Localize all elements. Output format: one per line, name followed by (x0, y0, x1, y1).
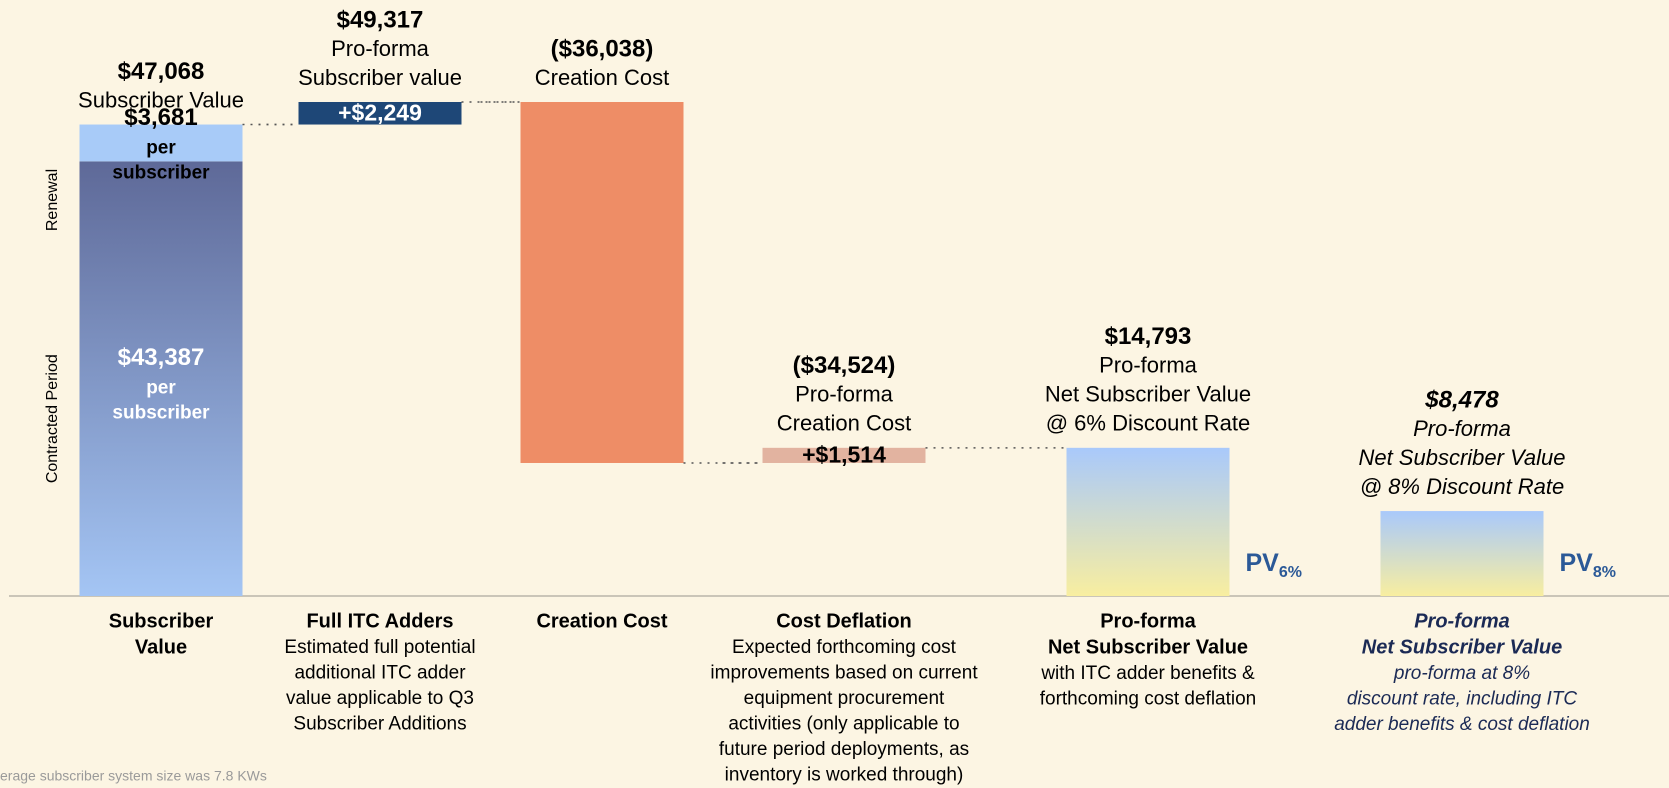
category-label: Value (135, 636, 187, 658)
category-label: Pro-forma (1100, 610, 1196, 632)
category-description: forthcoming cost deflation (1040, 689, 1257, 710)
header-value: ($34,524) (793, 352, 896, 379)
category-description: with ITC adder benefits & (1040, 663, 1255, 684)
category-label: Cost Deflation (776, 610, 912, 632)
header-caption: Subscriber value (298, 65, 462, 90)
header-caption: Creation Cost (777, 411, 912, 436)
pv-subscript: 6% (1279, 564, 1302, 581)
pv-text: PV (1246, 549, 1280, 577)
category-description: Subscriber Additions (293, 714, 466, 735)
category-description: discount rate, including ITC (1347, 689, 1578, 710)
bar-segment (79, 124, 243, 162)
category-label: Subscriber (109, 610, 214, 632)
footnote: erage subscriber system size was 7.8 KWs (0, 768, 267, 784)
header-value: $14,793 (1105, 323, 1192, 350)
pv-text: PV (1560, 549, 1594, 577)
category-description: pro-forma at 8% (1393, 663, 1530, 684)
bar-value-label: +$1,514 (802, 441, 886, 467)
header-caption: @ 8% Discount Rate (1360, 474, 1565, 499)
segment-value-label: $3,681 (124, 104, 197, 131)
pv-subscript: 8% (1593, 564, 1616, 581)
header-caption: Pro-forma (795, 382, 894, 407)
bar-segment (79, 161, 243, 597)
header-caption: @ 6% Discount Rate (1046, 411, 1251, 436)
header-value: $49,317 (337, 6, 424, 33)
header-caption: Creation Cost (535, 65, 670, 90)
category-description: future period deployments, as (719, 739, 969, 760)
segment-note: per (146, 378, 176, 399)
segment-note: per (146, 138, 176, 159)
segment-note: subscriber (112, 403, 210, 424)
category-description: activities (only applicable to (728, 714, 959, 735)
category-description: Expected forthcoming cost (732, 637, 957, 658)
bar (520, 102, 684, 463)
category-description: inventory is worked through) (725, 765, 964, 786)
category-description: additional ITC adder (294, 663, 466, 684)
segment-value-label: $43,387 (118, 344, 205, 371)
bar (1380, 511, 1544, 596)
bar (298, 102, 462, 125)
category-description: equipment procurement (744, 688, 945, 709)
pv-label: PV8% (1560, 549, 1616, 582)
category-description: value applicable to Q3 (286, 688, 474, 709)
category-label: Pro-forma (1414, 610, 1510, 632)
category-description: Estimated full potential (284, 637, 475, 658)
segment-name: Renewal (44, 169, 61, 231)
pv-label: PV6% (1246, 549, 1302, 582)
category-label: Creation Cost (536, 610, 667, 632)
category-label: Net Subscriber Value (1048, 636, 1248, 658)
bar (762, 447, 926, 463)
header-caption: Pro-forma (331, 36, 430, 61)
segment-note: subscriber (112, 163, 210, 184)
header-caption: Pro-forma (1099, 353, 1198, 378)
bar-value-label: +$2,249 (338, 99, 422, 125)
segment-name: Contracted Period (44, 354, 61, 483)
category-description: improvements based on current (710, 663, 978, 684)
header-value: ($36,038) (551, 35, 654, 62)
category-label: Net Subscriber Value (1362, 636, 1562, 658)
category-description: adder benefits & cost deflation (1334, 714, 1590, 735)
bar (1066, 447, 1230, 596)
header-caption: Net Subscriber Value (1358, 445, 1565, 470)
category-label: Full ITC Adders (306, 610, 453, 632)
header-caption: Net Subscriber Value (1045, 382, 1251, 407)
header-caption: Subscriber Value (78, 87, 244, 112)
header-value: $47,068 (118, 58, 205, 85)
header-value: $8,478 (1424, 386, 1499, 413)
header-caption: Pro-forma (1413, 416, 1511, 441)
